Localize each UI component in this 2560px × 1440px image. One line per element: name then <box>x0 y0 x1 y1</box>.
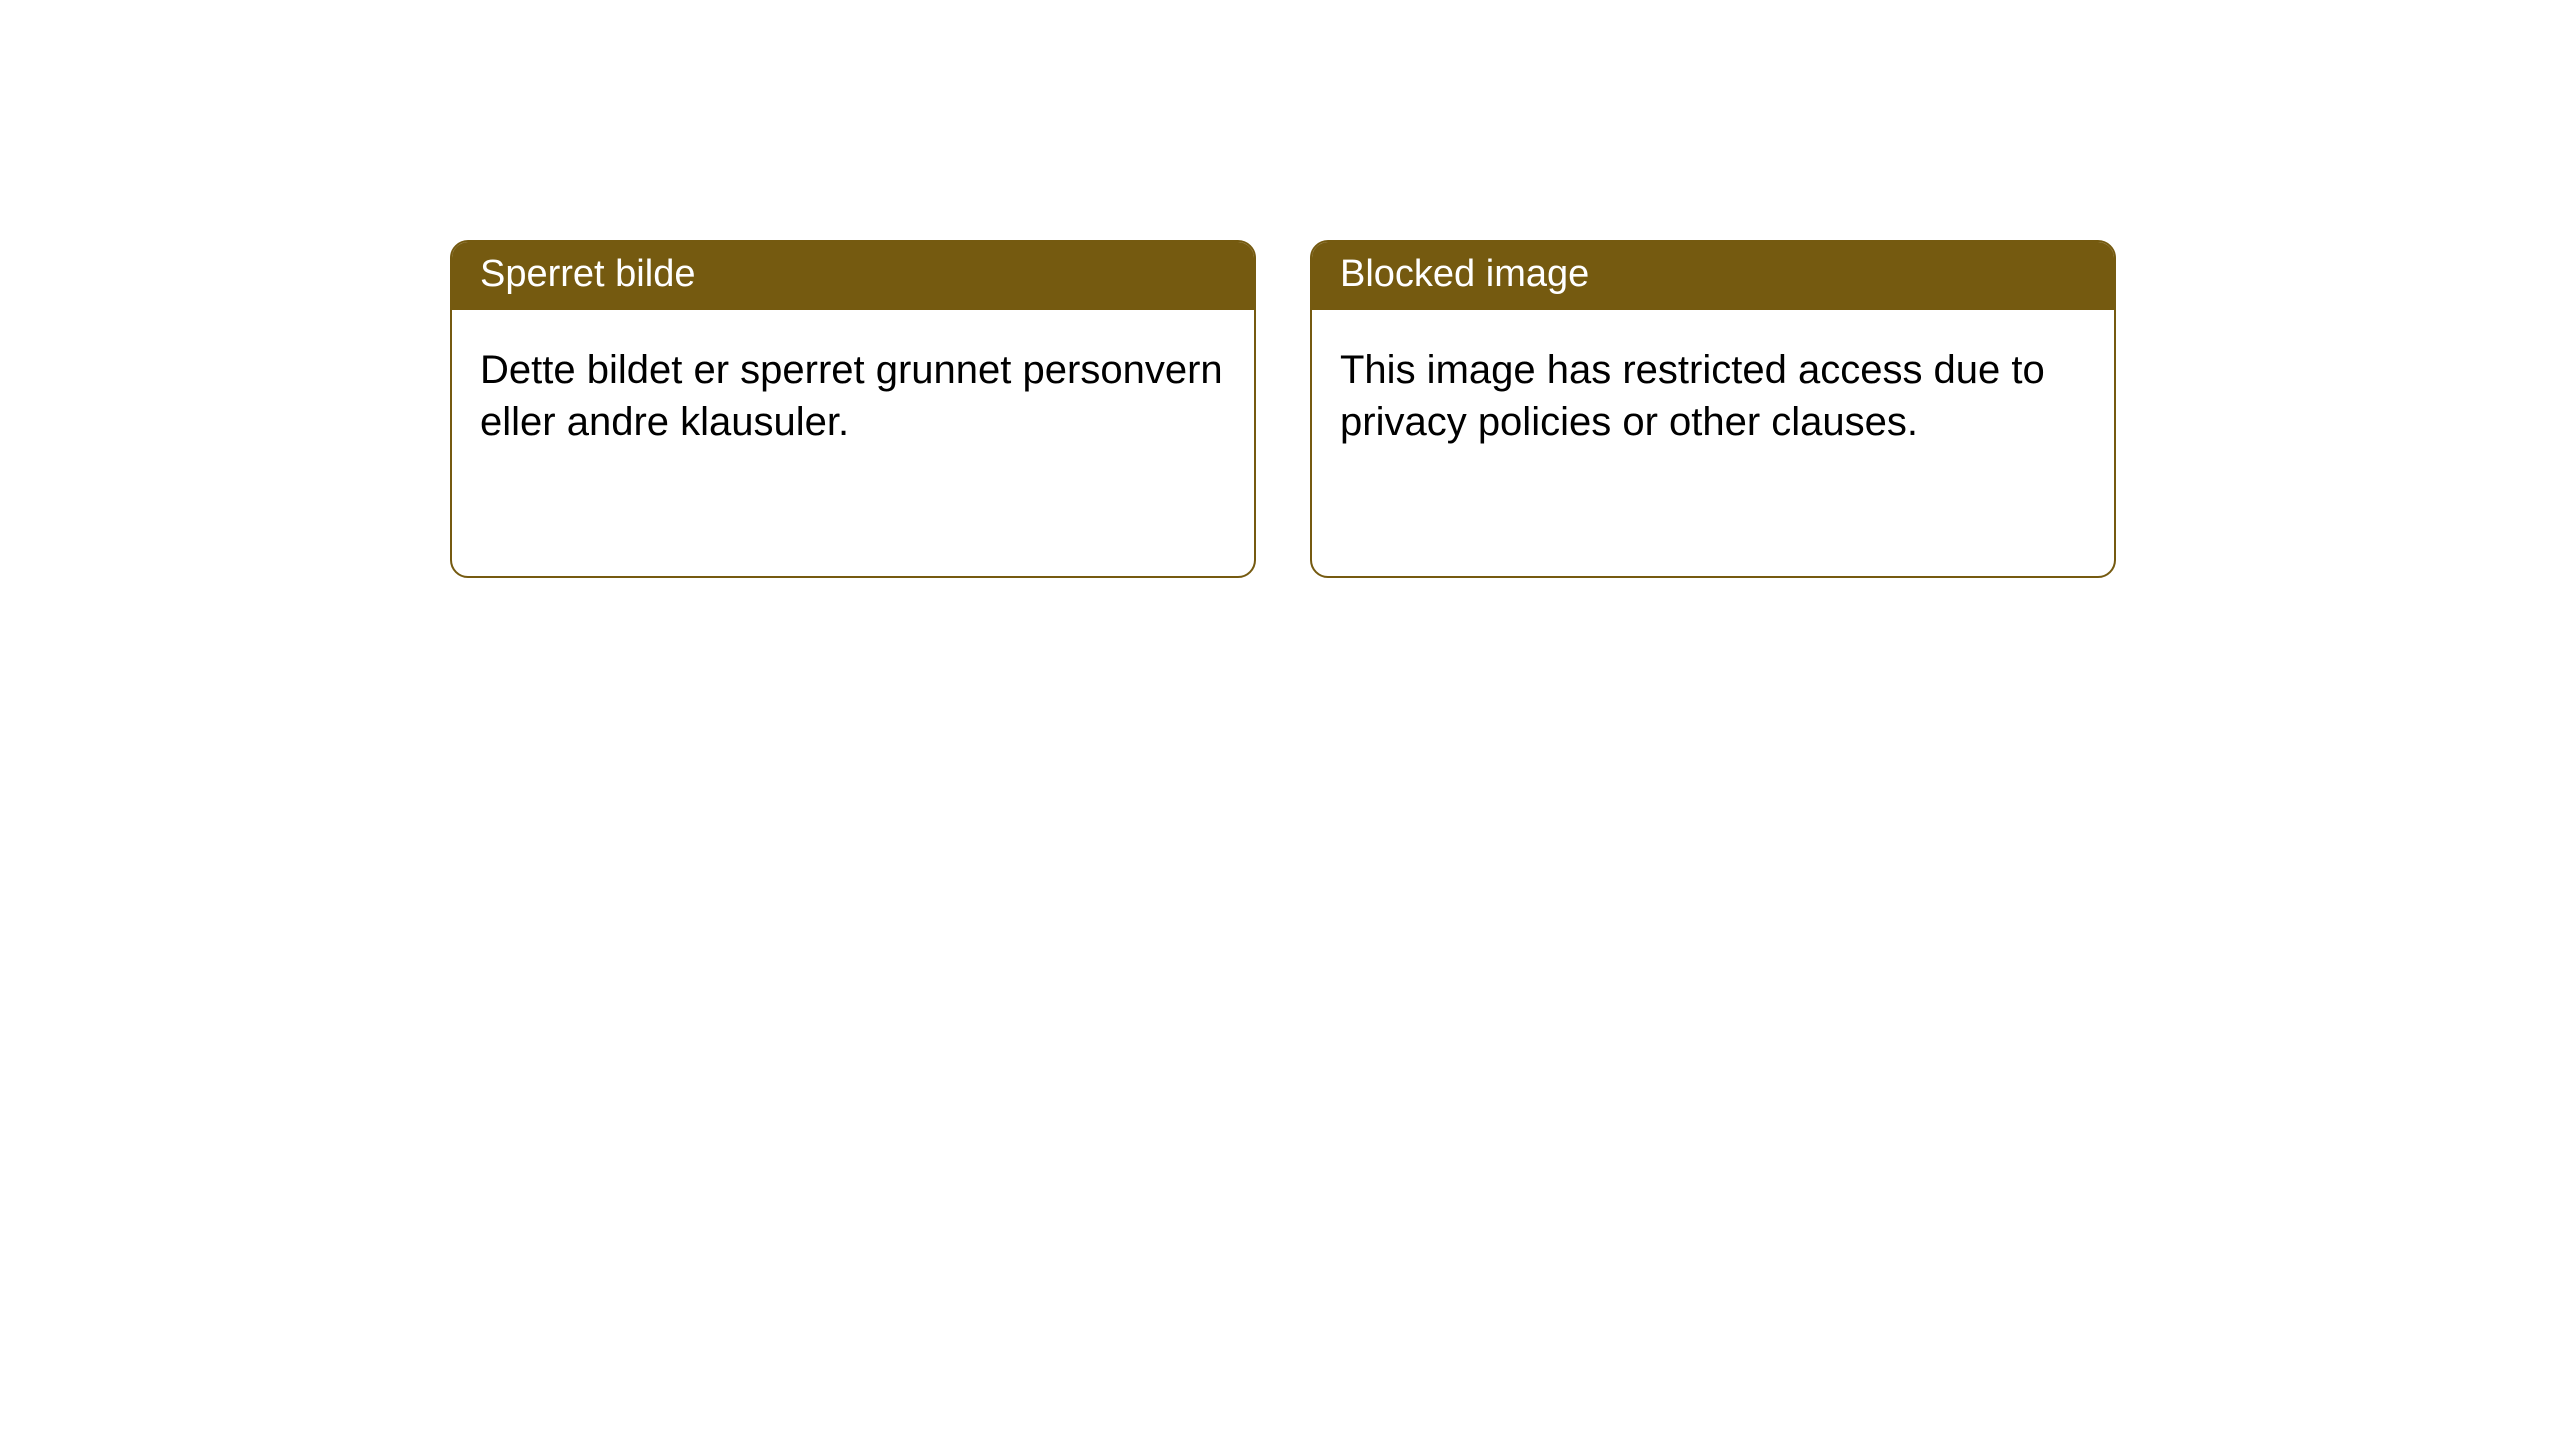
card-body: Dette bildet er sperret grunnet personve… <box>452 310 1254 482</box>
card-header: Sperret bilde <box>452 242 1254 310</box>
card-container: Sperret bilde Dette bildet er sperret gr… <box>450 240 2116 578</box>
blocked-image-card-en: Blocked image This image has restricted … <box>1310 240 2116 578</box>
blocked-image-card-no: Sperret bilde Dette bildet er sperret gr… <box>450 240 1256 578</box>
card-body: This image has restricted access due to … <box>1312 310 2114 482</box>
card-header: Blocked image <box>1312 242 2114 310</box>
